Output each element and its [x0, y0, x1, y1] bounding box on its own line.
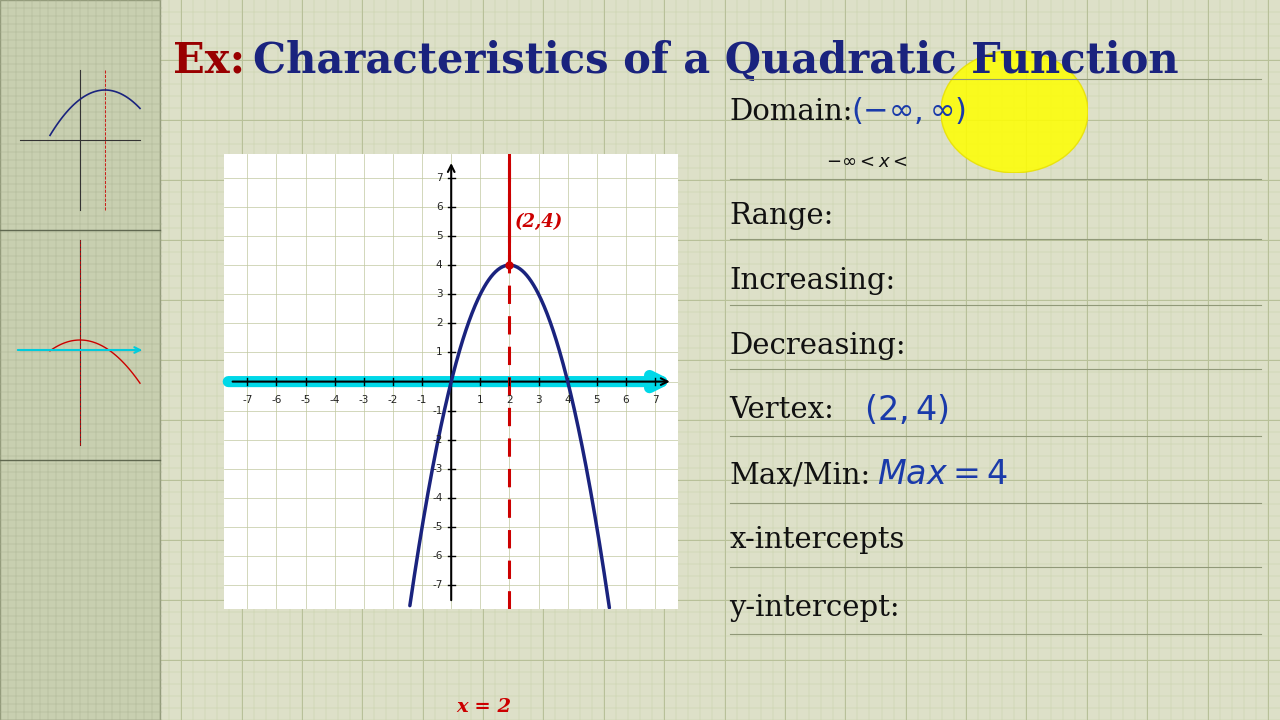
Text: -4: -4	[329, 395, 340, 405]
Text: x-intercepts: x-intercepts	[730, 526, 905, 554]
Text: 1: 1	[477, 395, 484, 405]
Text: 7: 7	[652, 395, 658, 405]
Text: 4: 4	[564, 395, 571, 405]
Text: -2: -2	[433, 435, 443, 445]
Text: -3: -3	[433, 464, 443, 474]
Text: Ex:: Ex:	[173, 40, 244, 81]
Ellipse shape	[941, 50, 1088, 173]
Text: y-intercept:: y-intercept:	[730, 595, 900, 622]
Text: -3: -3	[358, 395, 369, 405]
Text: 5: 5	[594, 395, 600, 405]
Text: 2: 2	[435, 318, 443, 328]
Text: 7: 7	[435, 173, 443, 183]
Text: Max/Min:: Max/Min:	[730, 462, 870, 489]
Text: Characteristics of a Quadratic Function: Characteristics of a Quadratic Function	[224, 40, 1179, 81]
Text: -6: -6	[433, 552, 443, 562]
Text: (2,4): (2,4)	[516, 213, 563, 231]
Text: 6: 6	[622, 395, 630, 405]
Text: x = 2: x = 2	[456, 698, 512, 716]
Text: 3: 3	[535, 395, 541, 405]
Text: Domain:: Domain:	[730, 98, 852, 125]
Text: $Max = 4$: $Max = 4$	[877, 459, 1009, 491]
Bar	[0, 0, 160, 720]
Text: -1: -1	[417, 395, 428, 405]
Text: -1: -1	[433, 406, 443, 415]
Text: -7: -7	[242, 395, 252, 405]
Text: -4: -4	[433, 493, 443, 503]
Text: Vertex:: Vertex:	[730, 397, 835, 424]
Text: $-\infty < x <$: $-\infty < x <$	[826, 153, 908, 171]
Text: 6: 6	[435, 202, 443, 212]
Text: -2: -2	[388, 395, 398, 405]
Text: $(2, 4)$: $(2, 4)$	[864, 393, 948, 428]
Text: 1: 1	[435, 348, 443, 357]
Text: -6: -6	[271, 395, 282, 405]
Text: Increasing:: Increasing:	[730, 267, 896, 294]
Text: 5: 5	[435, 231, 443, 241]
Text: -7: -7	[433, 580, 443, 590]
Text: 3: 3	[435, 289, 443, 300]
Text: Decreasing:: Decreasing:	[730, 332, 906, 359]
Text: 4: 4	[435, 260, 443, 270]
Text: -5: -5	[433, 522, 443, 532]
Text: 2: 2	[506, 395, 513, 405]
Text: Range:: Range:	[730, 202, 835, 230]
Text: -5: -5	[301, 395, 311, 405]
Text: $(-\infty,\infty)$: $(-\infty,\infty)$	[851, 96, 966, 127]
